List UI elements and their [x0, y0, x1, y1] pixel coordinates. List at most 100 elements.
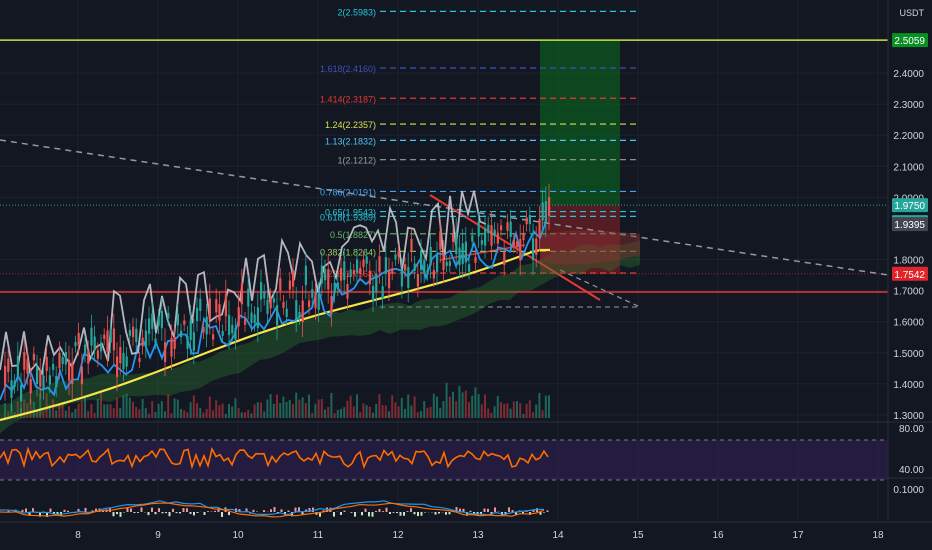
- fib-level-label: 0.618(1.9389): [320, 212, 376, 222]
- candle-body: [144, 330, 147, 347]
- macd-histogram-bar: [270, 509, 272, 512]
- candle-body: [125, 356, 128, 367]
- volume-bar: [87, 411, 90, 418]
- candle-body: [423, 259, 426, 273]
- candle-body: [397, 250, 400, 257]
- macd-histogram-bar: [39, 512, 41, 517]
- macd-histogram-bar: [112, 512, 115, 517]
- candle-body: [301, 300, 304, 323]
- macd-histogram-bar: [84, 507, 87, 512]
- volume-bar: [132, 401, 134, 418]
- candle-body: [173, 336, 176, 349]
- candle-body: [391, 268, 394, 274]
- candle-body: [135, 328, 138, 343]
- volume-bar: [272, 403, 275, 418]
- volume-bar: [237, 408, 240, 418]
- candle-body: [231, 324, 234, 334]
- candle-body: [39, 370, 42, 387]
- macd-histogram-bar: [368, 512, 370, 517]
- volume-bar: [484, 394, 486, 418]
- macd-histogram-bar: [221, 512, 223, 517]
- macd-histogram-bar: [280, 509, 283, 512]
- volume-bar: [487, 408, 490, 418]
- macd-histogram-bar: [385, 507, 388, 512]
- time-axis-label: 14: [552, 530, 564, 541]
- volume-bar: [359, 412, 362, 418]
- fib-level-label: 1.13(2.1832): [325, 136, 376, 146]
- candle-body: [189, 319, 192, 341]
- volume-bar: [516, 401, 518, 418]
- volume-bar: [426, 407, 429, 418]
- candle-body: [128, 329, 131, 336]
- candle-body: [333, 282, 336, 294]
- time-axis-label: 12: [392, 530, 404, 541]
- volume-bar: [228, 404, 230, 418]
- macd-histogram-bar: [56, 512, 59, 515]
- volume-bar: [183, 410, 186, 418]
- candle-body: [205, 316, 208, 335]
- volume-bar: [365, 405, 368, 418]
- macd-histogram-bar: [494, 507, 496, 512]
- candle-body: [228, 314, 231, 336]
- volume-bar: [436, 396, 438, 418]
- macd-histogram-bar: [119, 512, 122, 517]
- volume-bar: [256, 402, 259, 418]
- macd-histogram-bar: [487, 508, 489, 512]
- candle-body: [192, 332, 195, 351]
- candle-body: [519, 239, 522, 261]
- macd-histogram-bar: [63, 509, 66, 512]
- candle-body: [29, 379, 32, 394]
- macd-histogram-bar: [95, 508, 97, 512]
- macd-histogram-bar: [42, 511, 45, 512]
- macd-histogram-bar: [417, 512, 419, 517]
- candle-body: [199, 298, 202, 311]
- candle-body: [157, 317, 160, 326]
- macd-histogram-bar: [273, 507, 276, 512]
- volume-bar: [282, 396, 285, 418]
- candle-body: [221, 330, 224, 336]
- candle-body: [538, 219, 541, 238]
- macd-histogram-bar: [207, 511, 209, 512]
- volume-bar: [279, 403, 282, 418]
- volume-bar: [298, 399, 301, 418]
- volume-bar: [112, 408, 115, 418]
- time-axis-label: 9: [155, 530, 161, 541]
- volume-bar: [372, 412, 374, 418]
- volume-bar: [4, 403, 6, 418]
- candle-body: [346, 284, 349, 299]
- candle-body: [77, 333, 80, 346]
- macd-histogram-bar: [263, 510, 265, 512]
- volume-bar: [468, 402, 470, 418]
- candle-body: [404, 264, 407, 271]
- candle-body: [109, 330, 112, 343]
- macd-histogram-bar: [175, 512, 178, 514]
- macd-histogram-bar: [53, 512, 55, 514]
- candle-body: [183, 320, 186, 325]
- candle-body: [493, 229, 496, 237]
- candle-body: [509, 221, 512, 237]
- volume-bar: [343, 407, 346, 418]
- volume-bar: [266, 399, 269, 418]
- volume-bar: [356, 394, 358, 418]
- volume-bar: [144, 408, 147, 418]
- fib-level-label: 1(2.1212): [337, 156, 376, 166]
- volume-bar: [90, 404, 93, 418]
- macd-histogram-bar: [203, 512, 206, 515]
- candle-body: [250, 312, 253, 323]
- candle-body: [64, 352, 67, 365]
- macd-histogram-bar: [389, 512, 391, 514]
- time-axis-label: 18: [872, 530, 884, 541]
- candle-body: [212, 334, 215, 340]
- candle-body: [314, 292, 317, 309]
- candle-body: [388, 270, 391, 289]
- volume-bar: [423, 401, 426, 418]
- lagging-span-line: [0, 190, 487, 376]
- candle-body: [285, 308, 288, 318]
- candle-body: [196, 307, 199, 321]
- candle-body: [244, 318, 247, 325]
- macd-histogram-bar: [32, 508, 34, 512]
- volume-bar: [496, 396, 499, 418]
- price-badge-target: [892, 33, 928, 48]
- macd-histogram-bar: [193, 512, 195, 516]
